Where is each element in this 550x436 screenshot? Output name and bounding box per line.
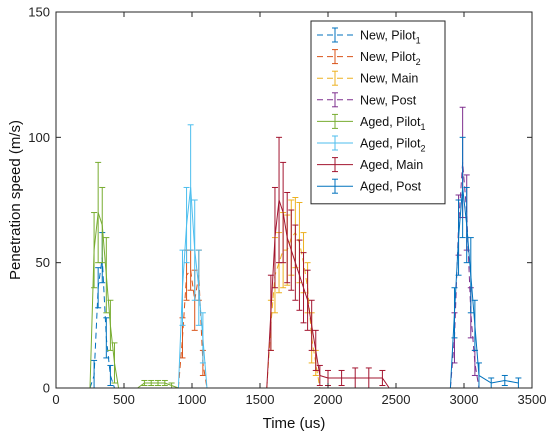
y-axis-title: Penetration speed (m/s) (7, 120, 24, 280)
legend-label-text: Aged, Post (360, 180, 422, 194)
error-bar (280, 161, 287, 264)
error-bar (455, 199, 462, 276)
error-bar (271, 186, 278, 289)
error-bar (99, 186, 106, 264)
error-bar (267, 274, 274, 351)
error-bar (471, 299, 478, 351)
error-bar (155, 379, 161, 386)
error-bar (296, 239, 303, 311)
series-5 (177, 124, 208, 389)
error-bar (161, 379, 168, 386)
legend-label: Aged, Post (360, 180, 422, 194)
legend-label-text: New, Main (360, 72, 418, 86)
plot-frame (55, 11, 533, 389)
legend-label-text: Aged, Main (360, 158, 423, 172)
error-bar (316, 364, 323, 386)
legend-item: Aged, Pilot1 (317, 113, 425, 132)
legend-box (310, 20, 446, 205)
x-tick-label: 500 (113, 392, 135, 407)
legend-item: New, Post (317, 92, 417, 108)
series-layer (89, 106, 532, 389)
legend-label-subscript: 2 (416, 57, 421, 67)
error-bar (191, 199, 198, 301)
legend-label-text: Aged, Pilot (360, 137, 421, 151)
error-bar (141, 379, 148, 386)
error-bar (107, 299, 114, 351)
legend-label-text: New, Pilot (360, 29, 416, 43)
legend-label: New, Pilot2 (360, 50, 421, 67)
error-bar (284, 191, 291, 284)
error-bar (312, 329, 319, 371)
error-bar (187, 124, 194, 251)
legend-item: Aged, Main (317, 157, 423, 173)
error-bar (501, 374, 508, 386)
error-bar (300, 252, 307, 324)
series-line (177, 269, 208, 389)
y-tick-label: 0 (43, 381, 50, 396)
legend-label-text: Aged, Pilot (360, 115, 421, 129)
error-bar (199, 312, 206, 364)
legend-item: Aged, Pilot2 (317, 135, 425, 154)
x-tick-label: 2500 (382, 392, 411, 407)
x-tick-label: 1000 (178, 392, 207, 407)
error-bar (292, 224, 299, 301)
series-line (177, 186, 208, 389)
x-tick-label: 2000 (314, 392, 343, 407)
error-bar (459, 136, 466, 239)
x-tick-label: 3500 (518, 392, 547, 407)
error-bar (338, 369, 345, 386)
legend-label: Aged, Pilot2 (360, 137, 425, 154)
x-tick-label: 1500 (246, 392, 275, 407)
legend-label: New, Pilot1 (360, 29, 421, 46)
error-bar (95, 267, 102, 309)
error-bar (183, 186, 190, 264)
legend-item: New, Main (317, 70, 418, 86)
error-bar (463, 186, 470, 264)
error-bar (304, 269, 311, 331)
legend-label-text: New, Post (360, 93, 417, 107)
legend-label: New, Post (360, 93, 417, 107)
error-bar (467, 237, 474, 314)
series-line (266, 232, 321, 389)
x-tick-label: 0 (52, 392, 59, 407)
error-bar (195, 249, 202, 326)
legend-item: New, Pilot2 (317, 49, 421, 67)
legend-label-subscript: 1 (420, 122, 425, 132)
error-bar (103, 237, 110, 314)
y-tick-label: 150 (28, 5, 50, 20)
legend-item: New, Pilot1 (317, 27, 421, 46)
error-bar (179, 249, 186, 326)
error-bar (308, 299, 315, 351)
x-tick-label: 3000 (450, 392, 479, 407)
error-bar (103, 317, 110, 359)
y-tick-label: 50 (36, 255, 50, 270)
error-bar (148, 379, 155, 386)
error-bar (107, 364, 114, 386)
legend-label: New, Main (360, 72, 418, 86)
legend-item: Aged, Post (317, 178, 422, 194)
legend-label: Aged, Main (360, 158, 423, 172)
y-tick-label: 100 (28, 130, 50, 145)
error-bar (111, 342, 118, 384)
error-bar (451, 287, 458, 339)
series-line (266, 199, 390, 389)
x-axis-title: Time (us) (263, 415, 326, 432)
legend-label: Aged, Pilot1 (360, 115, 425, 132)
legend-label-text: New, Pilot (360, 50, 416, 64)
legend-label-subscript: 2 (420, 144, 425, 154)
error-bar (288, 209, 295, 291)
ticks-layer: 0 500 1000 1500 2000 2500 3000 3500 0 50 100 150 (28, 5, 546, 408)
legend-label-subscript: 1 (416, 36, 421, 46)
series-6 (266, 136, 390, 389)
error-bar (91, 212, 98, 289)
error-bar (379, 369, 386, 386)
